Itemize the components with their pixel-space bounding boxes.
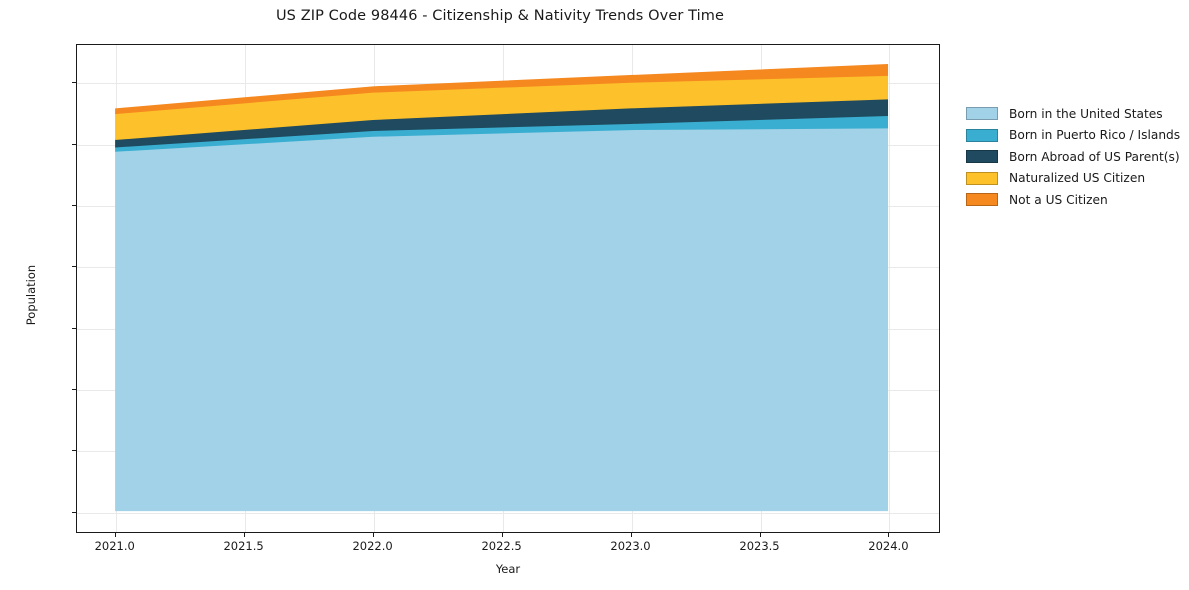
gridline-vertical [889,45,891,532]
legend-swatch [966,193,998,207]
legend-label: Naturalized US Citizen [1009,171,1146,186]
legend-item[interactable]: Born in Puerto Rico / Islands [966,125,1181,147]
y-tick-mark [72,511,76,513]
x-axis-label: Year [495,562,521,576]
plot-area [76,44,940,533]
x-tick-label: 2022.0 [352,539,393,553]
area-series [115,127,889,512]
x-tick-mark [243,533,245,537]
area-series [115,64,889,115]
legend-swatch [966,150,998,164]
chart-legend: Born in the United States Born in Puerto … [966,103,1181,211]
x-tick-mark [630,533,632,537]
y-tick-mark [72,327,76,329]
x-tick-label: 2023.0 [610,539,651,553]
legend-item[interactable]: Not a US Citizen [966,189,1181,211]
y-tick-mark [72,82,76,84]
x-tick-mark [759,533,761,537]
gridline-horizontal [77,512,939,514]
y-axis-label: Population [24,264,38,326]
y-tick-mark [72,450,76,452]
legend-label: Not a US Citizen [1009,192,1108,207]
y-tick-mark [72,143,76,145]
legend-label: Born in Puerto Rico / Islands [1009,128,1181,143]
x-tick-mark [888,533,890,537]
legend-swatch [966,128,998,142]
y-tick-mark [72,266,76,268]
legend-label: Born in the United States [1009,106,1163,121]
legend-item[interactable]: Born Abroad of US Parent(s) [966,146,1181,168]
x-tick-label: 2024.0 [868,539,909,553]
legend-item[interactable]: Born in the United States [966,103,1181,125]
legend-swatch [966,107,998,121]
legend-swatch [966,171,998,185]
legend-label: Born Abroad of US Parent(s) [1009,149,1180,164]
stacked-areas [115,64,889,512]
y-tick-mark [72,388,76,390]
x-tick-label: 2022.5 [481,539,522,553]
x-tick-mark [372,533,374,537]
x-tick-label: 2023.5 [739,539,780,553]
chart-title: US ZIP Code 98446 - Citizenship & Nativi… [275,8,725,24]
x-tick-label: 2021.0 [94,539,135,553]
x-tick-mark [501,533,503,537]
x-tick-mark [114,533,116,537]
x-tick-label: 2021.5 [223,539,264,553]
y-tick-mark [72,205,76,206]
legend-item[interactable]: Naturalized US Citizen [966,168,1181,190]
